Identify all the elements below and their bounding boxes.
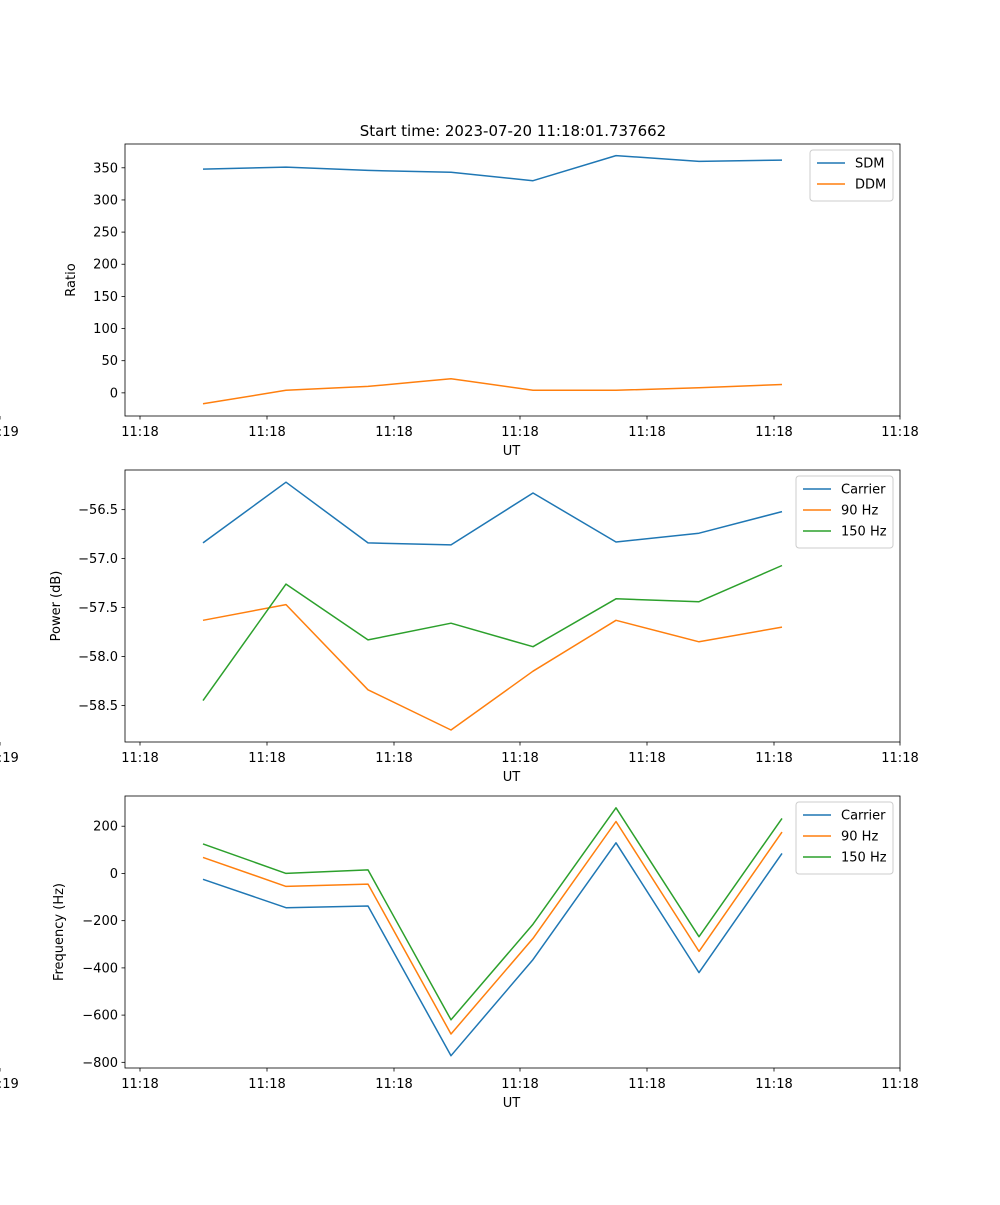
- y-tick-label: 50: [101, 354, 118, 369]
- chart-panel-3: 11:18 11:18 11:18 11:18 11:18 11:18 11:18 11:19…: [0, 795, 919, 1111]
- x-tick-label: 11:19: [0, 751, 19, 766]
- y-tick-label: 350: [93, 161, 118, 176]
- x-tick-label: 11:18: [755, 1077, 792, 1092]
- legend-box: [795, 801, 894, 875]
- y-tick-label: 250: [93, 226, 118, 241]
- x-tick-label: 11:18: [248, 751, 285, 766]
- series-line-sdm: [202, 154, 783, 182]
- series-line-150-hz: [202, 564, 783, 702]
- y-tick-label: −200: [82, 914, 118, 929]
- x-tick-label: 11:18: [628, 1077, 665, 1092]
- x-tick-label: 11:18: [121, 751, 158, 766]
- x-tick-label: 11:18: [375, 751, 412, 766]
- x-tick-label: 11:18: [881, 425, 918, 440]
- x-tick-label: 11:18: [501, 751, 538, 766]
- series-line-carrier: [202, 842, 783, 1057]
- y-tick-label: −400: [82, 961, 118, 976]
- y-tick-label: −800: [82, 1056, 118, 1071]
- y-tick-label: 200: [93, 820, 118, 835]
- x-tick-label: 11:18: [121, 1077, 158, 1092]
- y-tick-label: 0: [110, 386, 118, 401]
- legend-label: DDM: [855, 178, 886, 193]
- x-tick-label: 11:18: [375, 1077, 412, 1092]
- series-line-90-hz: [202, 820, 783, 1035]
- y-axis-label: Frequency (Hz): [52, 883, 67, 981]
- series-line-carrier: [202, 481, 783, 546]
- y-tick-label: 0: [110, 867, 118, 882]
- y-tick-label: 300: [93, 193, 118, 208]
- legend: Carrier 90 Hz 150 Hz: [795, 801, 894, 875]
- legend-label: 90 Hz: [841, 504, 878, 519]
- x-tick-label: 11:19: [0, 425, 19, 440]
- y-tick-label: 100: [93, 322, 118, 337]
- charts-layer: 11:18 11:18 11:18 11:18 11:18 11:18 11:18 11:19…: [0, 143, 919, 1111]
- legend-label: 90 Hz: [841, 830, 878, 845]
- x-tick-label: 11:18: [755, 751, 792, 766]
- plot-frame: [124, 469, 901, 743]
- x-axis-label: UT: [503, 1096, 521, 1111]
- series-line-150-hz: [202, 807, 783, 1021]
- x-tick-label: 11:18: [501, 1077, 538, 1092]
- y-axis-label: Power (dB): [49, 571, 64, 642]
- y-tick-label: 150: [93, 290, 118, 305]
- y-tick-label: −57.5: [78, 601, 118, 616]
- chart-panel-1: 11:18 11:18 11:18 11:18 11:18 11:18 11:18 11:19…: [0, 143, 919, 459]
- x-axis-label: UT: [503, 770, 521, 785]
- x-tick-label: 11:18: [121, 425, 158, 440]
- legend-label: SDM: [855, 157, 884, 172]
- legend-label: 150 Hz: [841, 851, 887, 866]
- x-tick-label: 11:18: [881, 1077, 918, 1092]
- legend: Carrier 90 Hz 150 Hz: [795, 475, 894, 549]
- x-tick-label: 11:18: [881, 751, 918, 766]
- legend-label: 150 Hz: [841, 525, 887, 540]
- figure-title: Start time: 2023-07-20 11:18:01.737662: [360, 122, 666, 140]
- y-tick-label: −58.0: [78, 650, 118, 665]
- y-axis-label: Ratio: [64, 263, 79, 296]
- plot-frame: [124, 143, 901, 417]
- plot-frame: [124, 795, 901, 1069]
- y-tick-label: −57.0: [78, 552, 118, 567]
- x-tick-label: 11:19: [0, 1077, 19, 1092]
- y-tick-label: 200: [93, 258, 118, 273]
- x-tick-label: 11:18: [628, 425, 665, 440]
- y-tick-label: −58.5: [78, 699, 118, 714]
- x-tick-label: 11:18: [755, 425, 792, 440]
- legend-label: Carrier: [841, 809, 886, 824]
- x-axis-label: UT: [503, 444, 521, 459]
- x-tick-label: 11:18: [248, 425, 285, 440]
- x-tick-label: 11:18: [501, 425, 538, 440]
- series-line-90-hz: [202, 603, 783, 731]
- y-tick-label: −600: [82, 1009, 118, 1024]
- y-tick-label: −56.5: [78, 503, 118, 518]
- chart-panel-2: 11:18 11:18 11:18 11:18 11:18 11:18 11:18 11:19…: [0, 469, 919, 785]
- x-tick-label: 11:18: [248, 1077, 285, 1092]
- x-tick-label: 11:18: [375, 425, 412, 440]
- x-tick-label: 11:18: [628, 751, 665, 766]
- legend: SDM DDM: [809, 149, 894, 202]
- legend-label: Carrier: [841, 483, 886, 498]
- legend-box: [795, 475, 894, 549]
- series-line-ddm: [202, 377, 783, 405]
